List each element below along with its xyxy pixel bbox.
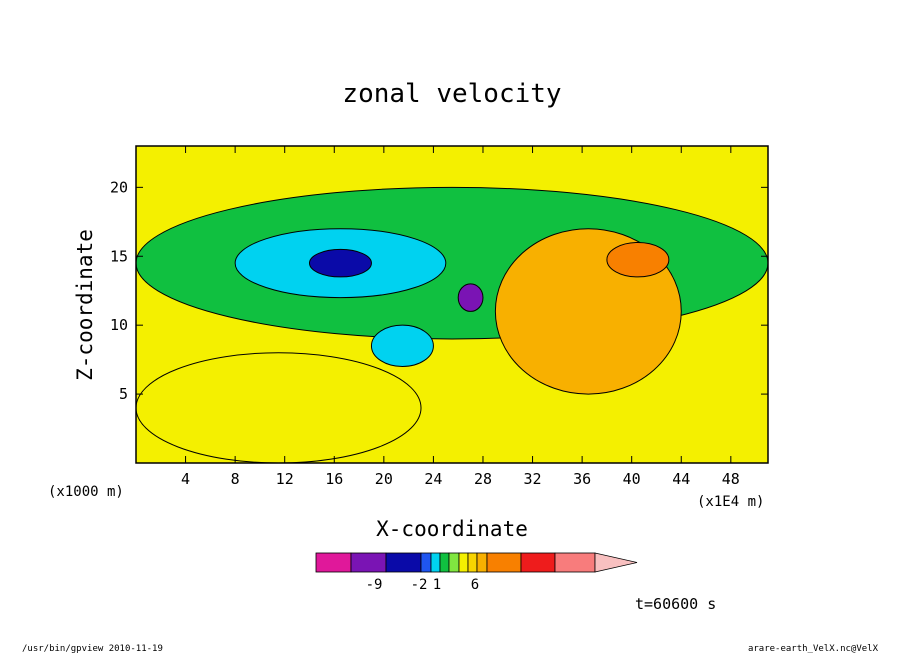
x-axis: 4 8 12 16 20 24 28 32 36 40 44 48 (181, 146, 740, 488)
colorbar-swatch (350, 552, 387, 573)
x-tick-label: 28 (474, 470, 492, 488)
x-tick-label: 20 (375, 470, 393, 488)
y-tick-label: 20 (110, 178, 128, 196)
colorbar-swatch (439, 552, 450, 573)
x-tick-label: 48 (722, 470, 740, 488)
y-tick-label: 5 (119, 385, 128, 403)
colorbar-swatch (554, 552, 596, 573)
colorbar-swatch (420, 552, 432, 573)
colorbar-swatch (430, 552, 441, 573)
x-tick-label: 24 (424, 470, 442, 488)
field-region-purple-core (457, 283, 484, 312)
footer-right: arare-earth_VelX.nc@VelX (748, 644, 879, 654)
field-region-yellow-lower-left (136, 352, 422, 463)
x-tick-label: 44 (672, 470, 690, 488)
colorbar-swatch (448, 552, 460, 573)
x-tick-label: 16 (325, 470, 343, 488)
chart-title: zonal velocity (342, 79, 561, 109)
y-axis-title: Z-coordinate (73, 229, 97, 381)
y-tick-label: 10 (110, 316, 128, 334)
x-axis-title: X-coordinate (376, 517, 528, 541)
x-tick-label: 4 (181, 470, 190, 488)
field-region-blue-left-core (308, 248, 372, 278)
colorbar-swatch (458, 552, 469, 573)
colorbar-swatch (385, 552, 422, 573)
colorbar-swatch (520, 552, 556, 573)
x-unit-label: (x1E4 m) (697, 494, 764, 510)
colorbar: -9 -2 1 6 (315, 552, 638, 593)
field-region-red-orange-right-core (606, 241, 670, 278)
colorbar-tick-label: -9 (366, 577, 383, 593)
footer-left: /usr/bin/gpview 2010-11-19 (22, 644, 163, 654)
y-unit-label: (x1000 m) (48, 484, 124, 500)
x-tick-label: 8 (231, 470, 240, 488)
time-label: t=60600 s (635, 595, 716, 613)
colorbar-swatch (315, 552, 352, 573)
x-tick-label: 36 (573, 470, 591, 488)
y-axis: 5 10 15 20 (110, 178, 768, 403)
colorbar-swatch (476, 552, 488, 573)
x-tick-label: 32 (524, 470, 542, 488)
colorbar-swatch (486, 552, 522, 573)
plot-frame (135, 145, 769, 464)
colorbar-tick-label: 6 (471, 577, 479, 593)
plot-area (136, 146, 768, 463)
field-region-cyan-lower-center (370, 324, 434, 368)
colorbar-swatch (467, 552, 478, 573)
colorbar-tick-label: 1 (433, 577, 441, 593)
y-tick-label: 15 (110, 247, 128, 265)
colorbar-tick-label: -2 (411, 577, 428, 593)
colorbar-extend-arrow (594, 552, 638, 573)
x-tick-label: 12 (276, 470, 294, 488)
velocity-field (136, 186, 768, 463)
x-tick-label: 40 (623, 470, 641, 488)
